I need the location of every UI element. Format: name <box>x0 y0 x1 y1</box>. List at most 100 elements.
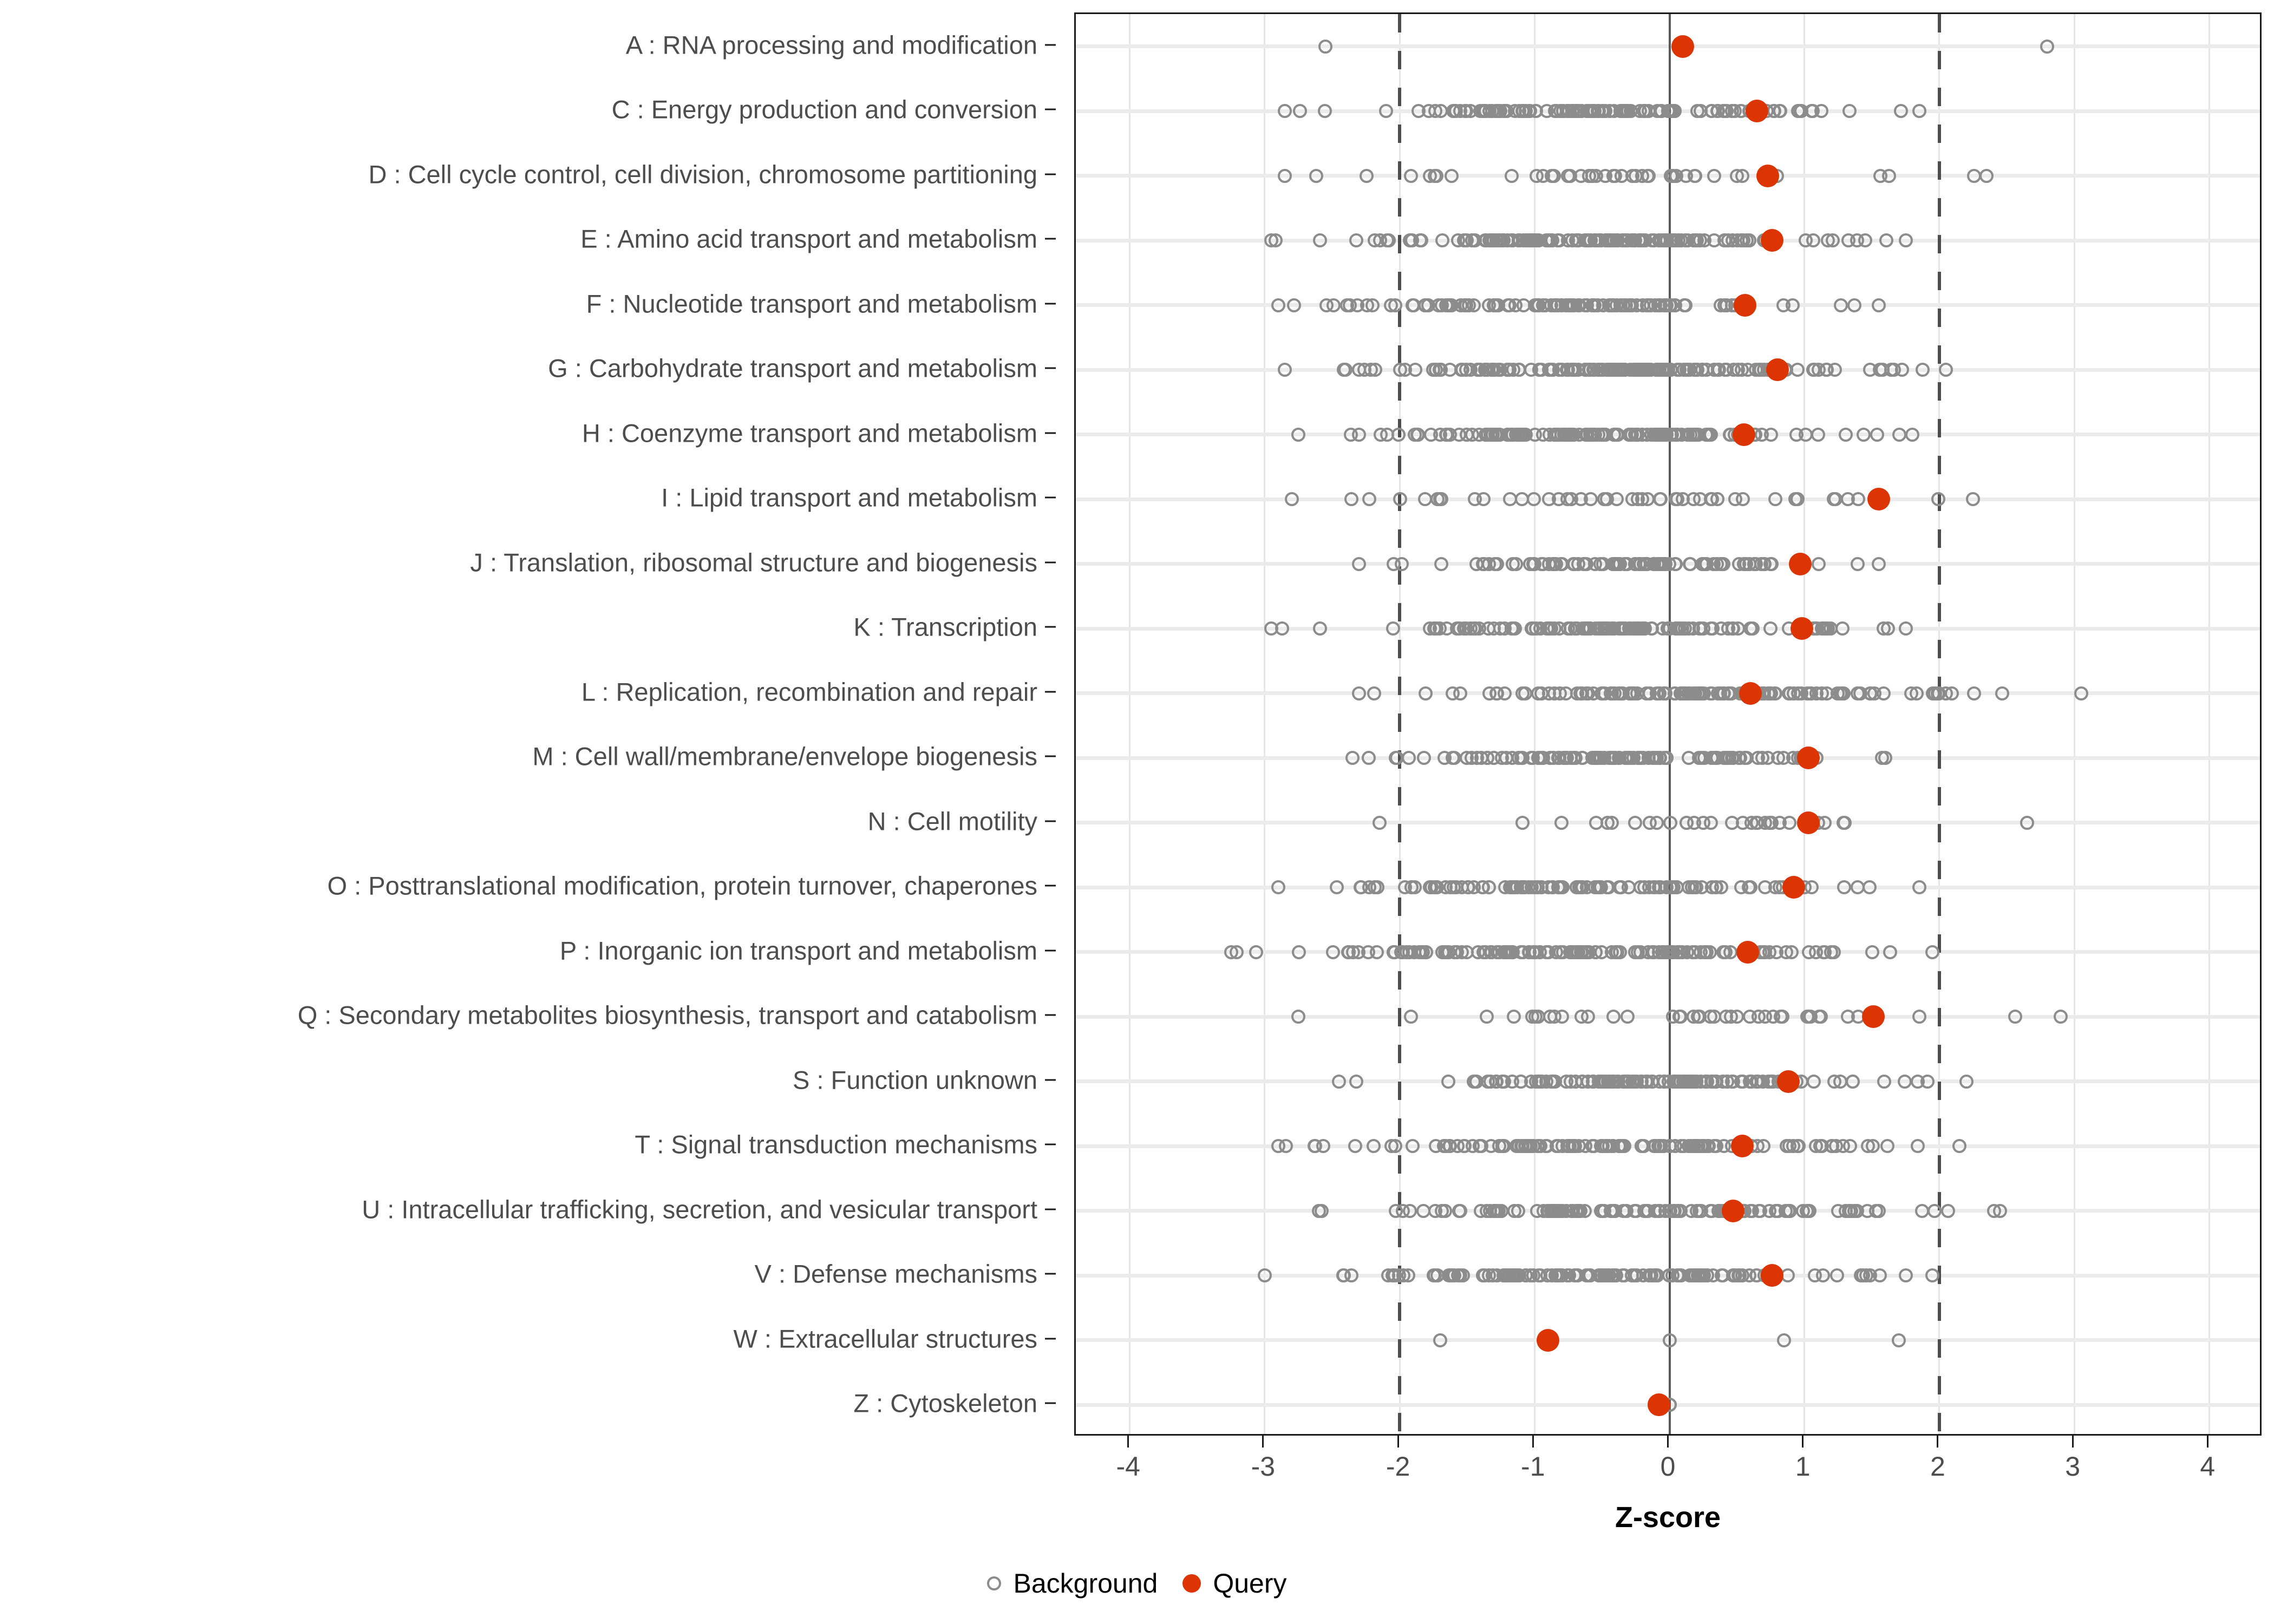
background-point <box>1503 880 1518 895</box>
background-point <box>1391 1268 1406 1283</box>
query-point[interactable] <box>1731 1135 1754 1158</box>
query-point[interactable] <box>1739 682 1762 705</box>
background-point <box>1476 492 1491 507</box>
query-point[interactable] <box>1732 423 1755 446</box>
background-point <box>1835 1139 1850 1154</box>
background-point <box>1494 1203 1508 1218</box>
y-axis-label: F : Nucleotide transport and metabolism <box>586 289 1037 318</box>
query-point[interactable] <box>1734 293 1757 317</box>
background-point <box>1718 233 1733 248</box>
query-point[interactable] <box>1760 229 1783 252</box>
background-point <box>1892 427 1906 442</box>
y-axis-label: M : Cell wall/membrane/envelope biogenes… <box>532 742 1037 771</box>
y-axis-tick <box>1045 1208 1056 1210</box>
background-point <box>1612 751 1626 765</box>
background-point <box>1278 363 1292 377</box>
query-point[interactable] <box>1647 1393 1670 1417</box>
background-point <box>1581 1074 1596 1089</box>
background-point <box>1473 363 1488 377</box>
background-point <box>1574 945 1589 959</box>
background-point <box>1750 751 1765 765</box>
background-point <box>1468 621 1483 636</box>
query-point[interactable] <box>1671 35 1695 58</box>
query-point[interactable] <box>1776 1070 1800 1093</box>
background-point <box>1881 621 1896 636</box>
background-point <box>1349 1074 1364 1089</box>
background-point <box>1842 104 1857 119</box>
background-point <box>1547 556 1562 571</box>
query-point[interactable] <box>1736 940 1760 964</box>
query-point[interactable] <box>1861 1005 1885 1029</box>
background-point <box>1779 945 1794 959</box>
background-point <box>1773 104 1787 119</box>
background-point <box>1690 1203 1704 1218</box>
query-point[interactable] <box>1782 876 1805 899</box>
background-point <box>1844 1203 1858 1218</box>
x-axis-tick <box>1667 1436 1669 1448</box>
background-point <box>1343 427 1358 442</box>
background-point <box>1505 168 1519 183</box>
query-point[interactable] <box>1790 617 1813 640</box>
background-point <box>1662 1333 1677 1347</box>
query-point[interactable] <box>1797 746 1820 770</box>
background-point <box>1862 880 1877 895</box>
background-point <box>1837 880 1851 895</box>
background-point <box>1662 945 1676 959</box>
background-point <box>1447 104 1462 119</box>
y-axis-label: T : Signal transduction mechanisms <box>635 1130 1037 1159</box>
background-point <box>1623 427 1637 442</box>
background-point <box>1707 168 1721 183</box>
background-point <box>1507 1010 1521 1024</box>
query-point[interactable] <box>1760 1264 1783 1287</box>
legend-item-query[interactable]: Query <box>1182 1570 1287 1597</box>
background-point <box>1410 427 1425 442</box>
y-axis-tick <box>1045 1143 1056 1145</box>
background-point <box>1850 880 1865 895</box>
background-point <box>1722 751 1736 765</box>
background-point <box>1763 621 1778 636</box>
background-point <box>1762 945 1777 959</box>
background-point <box>1679 815 1694 830</box>
filled-circle-icon <box>1182 1574 1201 1593</box>
background-point <box>1482 880 1497 895</box>
x-axis-tick-label: -4 <box>1116 1451 1140 1482</box>
background-point <box>1788 492 1803 507</box>
legend-item-background[interactable]: Background <box>987 1570 1158 1597</box>
background-point <box>1710 751 1724 765</box>
y-axis-label: S : Function unknown <box>793 1065 1037 1095</box>
background-point <box>1326 298 1341 312</box>
background-point <box>1872 1203 1886 1218</box>
background-point <box>1591 1268 1606 1283</box>
query-point[interactable] <box>1746 100 1769 123</box>
background-point <box>1837 815 1851 830</box>
background-point <box>1530 298 1545 312</box>
background-point <box>1826 945 1841 959</box>
background-point <box>1606 1010 1620 1024</box>
background-point <box>1811 427 1825 442</box>
background-point <box>1291 427 1306 442</box>
background-point <box>1585 427 1599 442</box>
background-point <box>1362 492 1376 507</box>
background-point <box>1667 1074 1681 1089</box>
query-point[interactable] <box>1756 164 1780 187</box>
background-point <box>1579 1268 1593 1283</box>
query-point[interactable] <box>1537 1328 1560 1352</box>
background-point <box>1574 880 1589 895</box>
background-point <box>1820 233 1835 248</box>
background-point <box>2008 1010 2023 1024</box>
query-point[interactable] <box>1867 488 1890 511</box>
background-point <box>1403 1010 1418 1024</box>
background-point <box>1309 168 1324 183</box>
background-point <box>1519 427 1533 442</box>
chart-legend: Background Query <box>0 1559 2274 1608</box>
background-point <box>1567 556 1582 571</box>
background-point <box>1812 556 1826 571</box>
y-axis-label: G : Carbohydrate transport and metabolis… <box>548 353 1037 383</box>
query-point[interactable] <box>1789 552 1812 575</box>
x-axis-title: Z-score <box>1615 1501 1721 1534</box>
query-point[interactable] <box>1721 1199 1744 1222</box>
query-point[interactable] <box>1797 811 1820 834</box>
background-point <box>1556 945 1570 959</box>
background-point <box>1589 168 1603 183</box>
query-point[interactable] <box>1766 358 1789 382</box>
